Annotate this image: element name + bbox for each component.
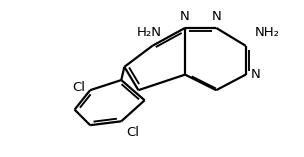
Text: Cl: Cl bbox=[72, 81, 85, 94]
Text: N: N bbox=[250, 68, 260, 81]
Text: N: N bbox=[211, 10, 221, 23]
Text: NH₂: NH₂ bbox=[254, 26, 279, 39]
Text: H₂N: H₂N bbox=[137, 26, 162, 39]
Text: N: N bbox=[180, 10, 190, 23]
Text: Cl: Cl bbox=[126, 126, 139, 139]
